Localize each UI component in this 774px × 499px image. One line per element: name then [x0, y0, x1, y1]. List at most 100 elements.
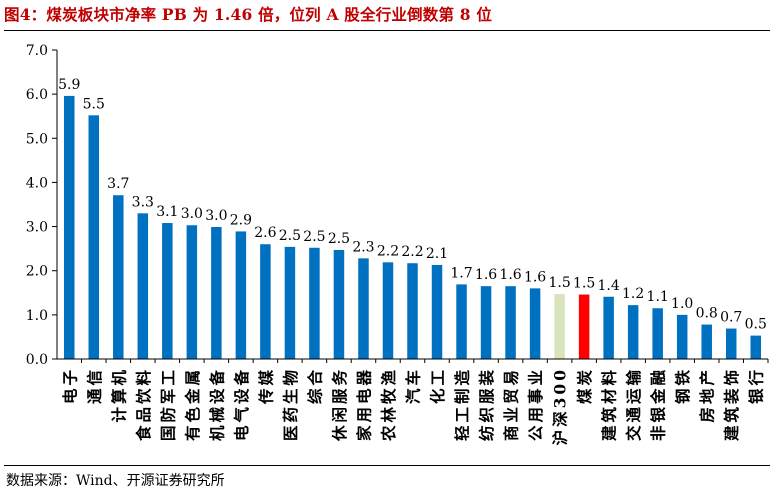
title-rule [4, 30, 770, 31]
x-category-label: 轻工制造 [453, 367, 472, 441]
value-label: 3.0 [205, 208, 227, 224]
x-category-label: 综合 [305, 367, 324, 404]
bar-12 [358, 258, 369, 359]
value-label: 2.3 [352, 239, 374, 255]
bar-24 [652, 308, 663, 359]
y-tick-label: 0.0 [26, 352, 48, 368]
y-axis: 0.0 1.0 2.0 3.0 4.0 5.0 6.0 7.0 [26, 43, 58, 368]
value-label: 3.1 [156, 204, 178, 220]
x-category-label: 建筑装饰 [722, 367, 741, 441]
value-label: 1.2 [622, 286, 644, 302]
value-label: 1.1 [647, 289, 669, 305]
bar-17 [480, 286, 492, 359]
value-label: 1.5 [548, 275, 570, 291]
bar-2 [113, 195, 124, 359]
bar-6 [211, 227, 222, 359]
bar-27 [725, 328, 737, 359]
x-category-label: 商业贸易 [502, 367, 521, 441]
bar-19 [529, 288, 541, 359]
bar-21 [578, 294, 590, 359]
x-category-label: 医药生物 [281, 367, 300, 441]
x-category-label: 有色金属 [183, 367, 202, 441]
bar-14 [407, 263, 418, 359]
x-category-label: 农林牧渔 [379, 367, 398, 442]
x-category-label: 煤炭 [575, 367, 594, 404]
chart-title: 图4：煤炭板块市净率 PB 为 1.46 倍，位列 A 股全行业倒数第 8 位 [4, 5, 493, 24]
x-category-label: 传媒 [256, 367, 275, 405]
bar-26 [701, 324, 712, 359]
value-label: 0.8 [696, 306, 718, 322]
bar-13 [382, 262, 394, 359]
value-label: 2.9 [230, 212, 252, 228]
bar-11 [333, 249, 345, 359]
value-label: 3.7 [107, 176, 129, 192]
x-category-label: 纺织服装 [477, 367, 496, 441]
value-label: 3.3 [132, 194, 154, 210]
bar-3 [137, 213, 149, 359]
bar-23 [627, 305, 639, 359]
value-label: 1.6 [499, 267, 521, 283]
value-label: 0.7 [720, 310, 742, 326]
x-category-label: 计算机 [109, 367, 128, 423]
x-category-label: 国防军工 [158, 367, 177, 441]
bar-9 [284, 246, 296, 359]
y-tick-label: 6.0 [26, 87, 48, 103]
x-category-label: 钢铁 [673, 367, 692, 404]
value-label: 2.2 [377, 243, 399, 259]
source-rule [4, 465, 770, 466]
value-label: 2.6 [254, 225, 276, 241]
y-tick-label: 4.0 [26, 175, 48, 191]
bar-5 [186, 225, 198, 359]
value-label: 2.5 [328, 231, 350, 247]
bar-15 [431, 264, 443, 359]
y-tick-label: 2.0 [26, 264, 48, 280]
value-label: 1.7 [450, 265, 472, 281]
value-label: 0.5 [745, 317, 767, 333]
x-category-label: 房地产 [698, 367, 717, 423]
y-tick-label: 3.0 [26, 220, 48, 236]
bar-16 [456, 284, 467, 359]
y-tick-label: 7.0 [26, 43, 48, 59]
x-category-label: 银行 [747, 367, 766, 404]
y-tick-label: 5.0 [26, 131, 48, 147]
x-category-label: 化工 [428, 367, 447, 404]
x-category-label: 家用电器 [354, 367, 373, 441]
x-category-label: 建筑材料 [600, 367, 619, 441]
value-label: 1.0 [671, 296, 693, 312]
y-tick-label: 1.0 [26, 308, 48, 324]
bar-18 [505, 286, 516, 359]
value-label: 2.5 [279, 228, 301, 244]
bar-22 [603, 296, 614, 359]
bar-4 [162, 223, 173, 359]
x-category-label: 公用事业 [526, 367, 545, 441]
x-category-label: 非银金融 [649, 367, 668, 441]
value-label: 1.6 [475, 267, 497, 283]
x-category-label: 汽车 [404, 367, 423, 404]
x-axis: 电子 通信 计算机 食品饮料 国防军工 有色金属 机械设备 电气设备 传媒 医药生物 综合 休闲服务家… [57, 358, 769, 445]
value-label: 1.5 [573, 276, 595, 292]
bar-28 [750, 335, 761, 359]
value-labels-group: 5.95.53.73.33.1 3.0 3.0 2.92.6 2.5 2.5 2.52.3 2… [58, 77, 767, 333]
x-category-label: 食品饮料 [134, 367, 153, 442]
x-category-label: 休闲服务 [330, 367, 349, 442]
x-category-label: 交通运输 [624, 367, 643, 441]
x-category-label: 机械设备 [207, 367, 226, 441]
x-category-label: 电气设备 [232, 367, 251, 441]
value-label: 1.6 [524, 269, 546, 285]
bar-7 [235, 231, 247, 359]
bar-10 [309, 247, 320, 359]
x-category-label: 电子 [60, 367, 79, 404]
value-label: 2.1 [426, 246, 448, 262]
value-label: 3.0 [181, 206, 203, 222]
value-label: 5.5 [83, 96, 105, 112]
bar-20 [554, 294, 565, 359]
bar-25 [676, 314, 688, 359]
bar-0 [64, 95, 75, 359]
x-category-label: 沪深300 [551, 367, 570, 445]
value-label: 2.2 [401, 244, 423, 260]
bar-8 [260, 244, 271, 359]
value-label: 2.5 [303, 229, 325, 245]
value-label: 1.4 [598, 278, 620, 294]
bars-group [64, 95, 761, 360]
